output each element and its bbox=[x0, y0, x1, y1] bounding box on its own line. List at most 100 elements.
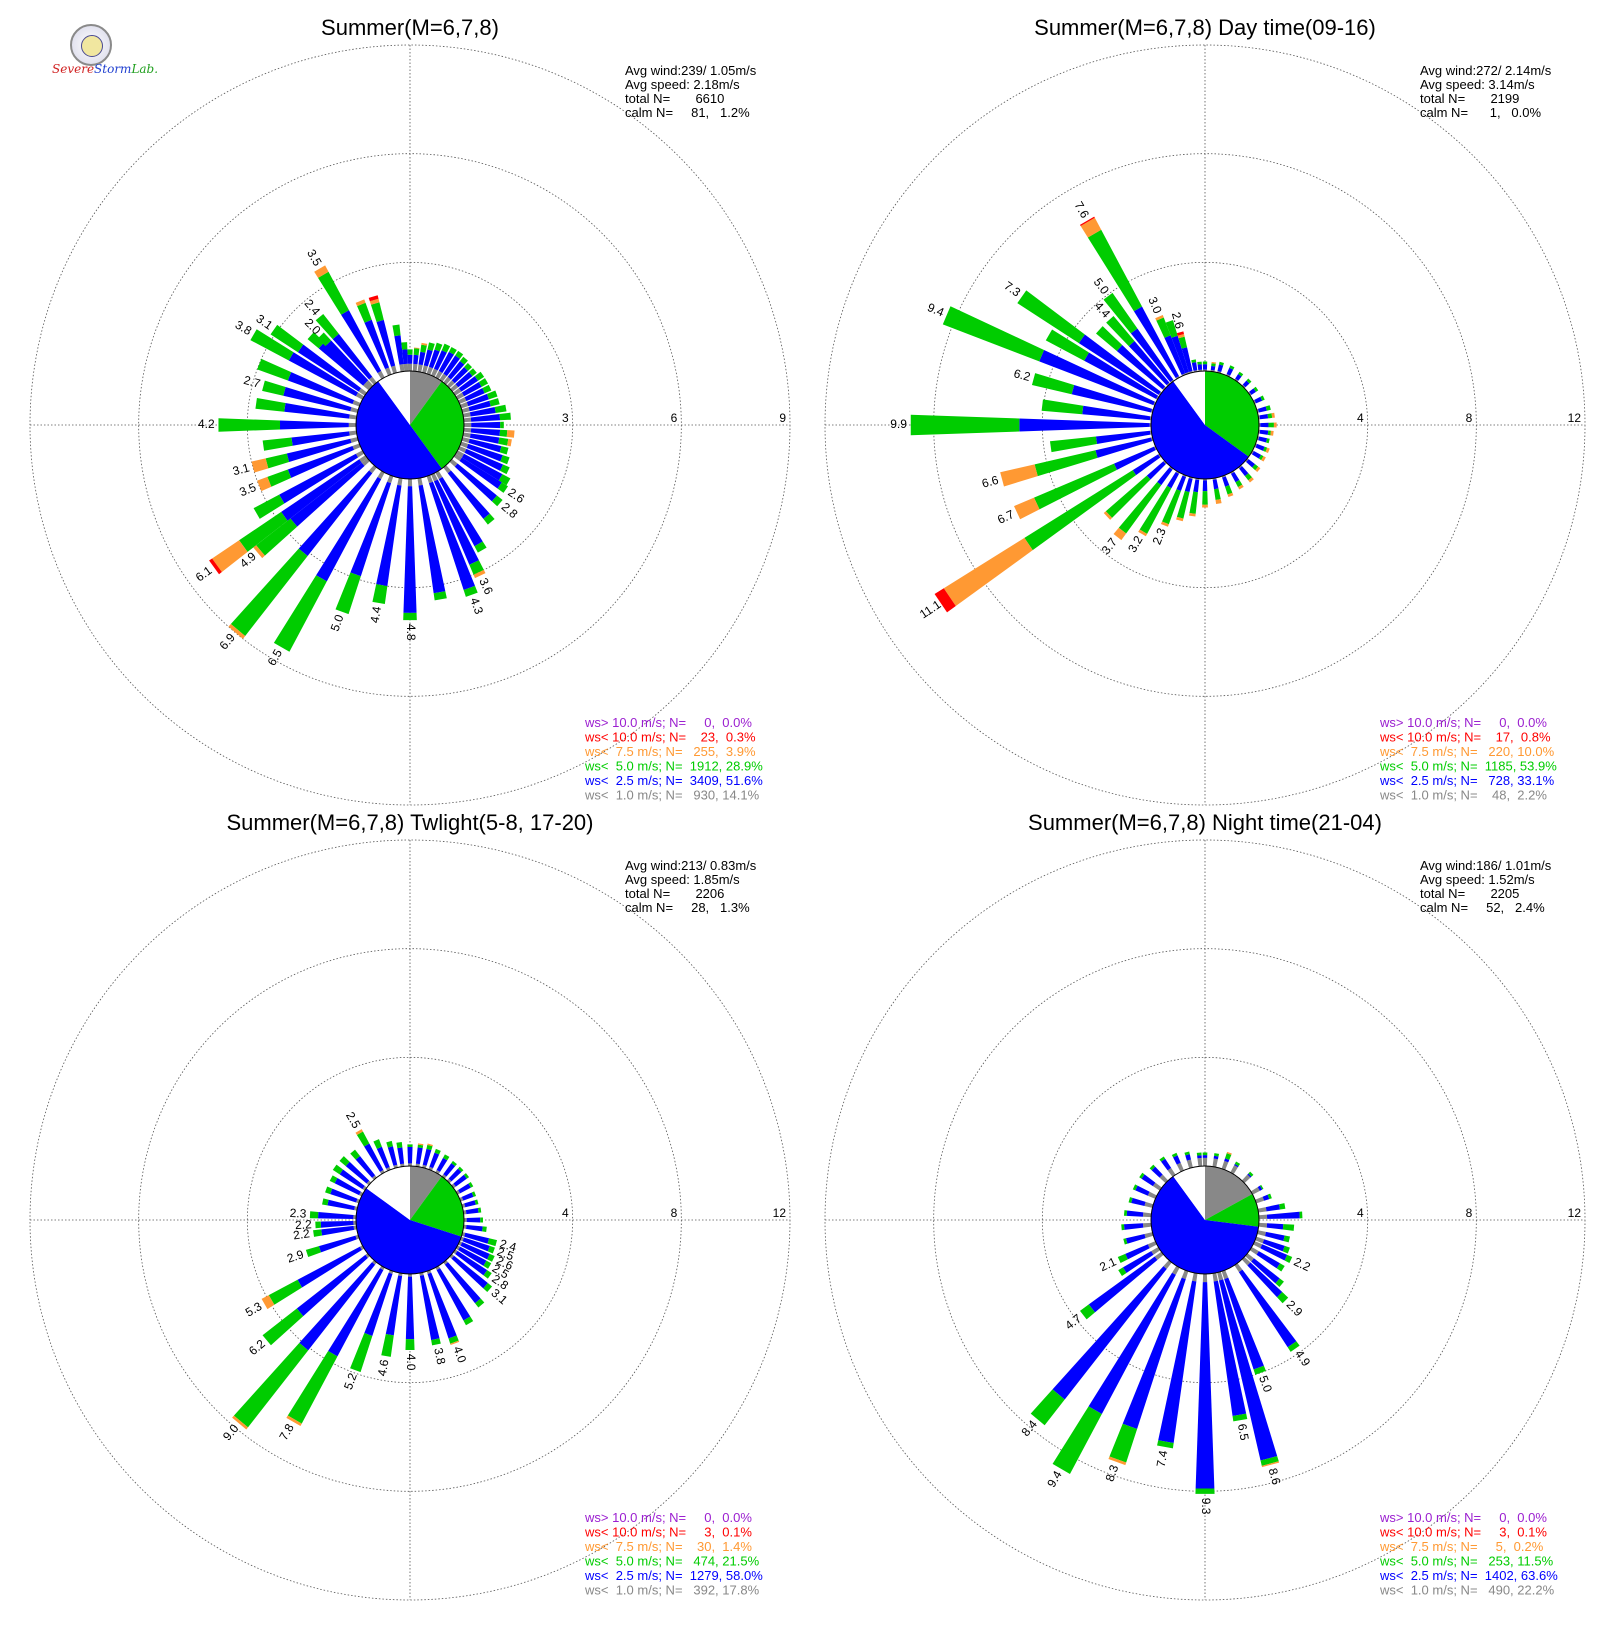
wind-rose-bar bbox=[1257, 406, 1267, 413]
wind-rose-bar bbox=[1253, 386, 1259, 392]
calm-pie-slice bbox=[356, 1188, 462, 1274]
calm-pie-slice bbox=[366, 1166, 410, 1220]
wind-rose-bar bbox=[1039, 349, 1155, 406]
wind-rose-bar bbox=[1234, 1263, 1243, 1273]
wind-rose-bar bbox=[350, 1149, 361, 1160]
bar-value-label: 6.9 bbox=[217, 630, 239, 652]
wind-rose-bar bbox=[1184, 477, 1193, 493]
ring-tick-label: 8 bbox=[1466, 1206, 1473, 1220]
wind-rose-bar bbox=[339, 1169, 365, 1190]
wind-rose-bar bbox=[460, 402, 469, 409]
wind-rose-bar bbox=[370, 302, 384, 322]
wind-rose-bar bbox=[453, 1249, 458, 1255]
wind-rose-bar bbox=[1258, 454, 1264, 461]
wind-rose-bar bbox=[477, 1207, 482, 1213]
wind-rose-bar bbox=[1167, 1167, 1176, 1177]
bar-value-label: 9.4 bbox=[1044, 1468, 1065, 1490]
wind-rose-bar bbox=[453, 388, 462, 396]
bar-value-label: 4.9 bbox=[1292, 1347, 1313, 1369]
wind-rose-bar bbox=[1130, 328, 1174, 382]
wind-rose-bar bbox=[1184, 1151, 1190, 1156]
wind-rose-bar bbox=[458, 1241, 463, 1246]
bar-value-label: 2.2 bbox=[295, 1217, 313, 1232]
wind-rose-bar bbox=[262, 437, 293, 451]
severe-storm-lab-seal-icon bbox=[70, 24, 112, 66]
wind-rose-bar bbox=[1141, 1174, 1156, 1187]
wind-rose-bar bbox=[353, 1220, 357, 1225]
wind-rose-bar bbox=[1146, 461, 1166, 480]
wind-rose-bar bbox=[1126, 1210, 1144, 1217]
wind-rose-bar bbox=[1234, 1161, 1241, 1167]
wind-rose-bar bbox=[435, 1169, 441, 1175]
wind-rose-bar bbox=[1189, 491, 1198, 514]
wind-rose-bar bbox=[1239, 466, 1249, 477]
wind-rose-bar bbox=[433, 350, 447, 371]
wind-rose-bar bbox=[379, 1169, 385, 1175]
wind-rose-bar bbox=[1158, 391, 1162, 396]
wind-rose-bar bbox=[1193, 479, 1200, 493]
wind-rose-bar bbox=[461, 407, 470, 413]
wind-rose-bar bbox=[1248, 391, 1252, 396]
wind-rose-bar bbox=[1250, 450, 1254, 455]
wind-rose-bar bbox=[253, 545, 265, 559]
wind-rose-bar bbox=[1225, 485, 1233, 495]
bar-value-label: 2.1 bbox=[1097, 1254, 1118, 1274]
wind-rose-bar bbox=[1164, 335, 1186, 375]
wind-rose-bar bbox=[401, 342, 408, 350]
wind-rose-bar bbox=[1255, 1236, 1265, 1244]
wind-rose-bar bbox=[1213, 1155, 1219, 1160]
wind-rose-bar bbox=[288, 352, 359, 397]
wind-rose-bar bbox=[1142, 1212, 1152, 1218]
wind-rose-bar bbox=[1106, 315, 1135, 347]
wind-rose-bar bbox=[497, 482, 509, 493]
wind-rose-bar bbox=[417, 477, 423, 486]
ring-tick-label: 8 bbox=[671, 1206, 678, 1220]
wind-rose-bar bbox=[280, 420, 349, 430]
legend-entry: ws> 10.0 m/s; N= 0, 0.0% bbox=[1379, 1510, 1547, 1525]
wind-rose-bar bbox=[350, 407, 359, 413]
wind-rose-bar bbox=[396, 1141, 403, 1149]
legend-entry: ws< 10.0 m/s; N= 3, 0.1% bbox=[584, 1525, 752, 1540]
ring-tick-label: 4 bbox=[562, 1206, 569, 1220]
wind-rose-bar bbox=[267, 469, 292, 487]
wind-rose-bar bbox=[463, 417, 472, 423]
wind-rose-bar bbox=[426, 475, 433, 484]
stats-line: total N= 6610 bbox=[625, 91, 724, 106]
wind-rose-bar bbox=[1122, 1277, 1186, 1429]
wind-rose-bar bbox=[1087, 229, 1143, 312]
wind-rose-panel-3: Summer(M=6,7,8) Twlight(5-8, 17-20) 4 8 12 2… bbox=[29, 810, 791, 1601]
wind-rose-bar bbox=[1156, 395, 1160, 400]
bar-value-label: 2.5 bbox=[343, 1109, 364, 1131]
wind-rose-bar bbox=[464, 388, 485, 402]
wind-rose-bar bbox=[353, 1215, 357, 1220]
wind-rose-bar bbox=[468, 1182, 474, 1188]
wind-rose-bar bbox=[350, 1333, 373, 1373]
wind-rose-bar bbox=[1258, 1214, 1268, 1220]
wind-rose-bar bbox=[451, 366, 469, 384]
wind-rose-bar bbox=[405, 1276, 415, 1340]
wind-rose-bar bbox=[402, 349, 408, 365]
calm-pie-slice bbox=[410, 1165, 442, 1220]
wind-rose-bar bbox=[1082, 405, 1151, 421]
wind-rose-bar bbox=[1158, 453, 1162, 458]
wind-rose-bar bbox=[376, 484, 402, 587]
wind-rose-bar bbox=[376, 319, 396, 367]
wind-rose-bar bbox=[1202, 364, 1208, 370]
bar-value-label: 5.0 bbox=[1256, 1374, 1275, 1395]
bar-value-label: 4.0 bbox=[404, 1354, 418, 1371]
wind-rose-bar bbox=[1224, 1277, 1264, 1370]
bar-value-label: 5.0 bbox=[1091, 275, 1112, 297]
bar-value-label: 4.2 bbox=[198, 417, 215, 431]
wind-rose-bar bbox=[273, 575, 327, 652]
ring-tick-label: 9 bbox=[779, 411, 786, 425]
bar-value-label: 3.8 bbox=[431, 1347, 448, 1367]
wind-rose-bar bbox=[1257, 1207, 1267, 1213]
wind-rose-bar bbox=[414, 347, 420, 349]
wind-rose-bar bbox=[350, 481, 392, 577]
wind-rose-bar bbox=[369, 465, 377, 474]
wind-rose-bar bbox=[1166, 382, 1171, 387]
wind-rose-bar bbox=[1217, 1271, 1224, 1281]
wind-rose-bar bbox=[1185, 1154, 1192, 1161]
wind-rose-bar bbox=[1118, 481, 1162, 534]
wind-rose-bar bbox=[498, 437, 509, 446]
